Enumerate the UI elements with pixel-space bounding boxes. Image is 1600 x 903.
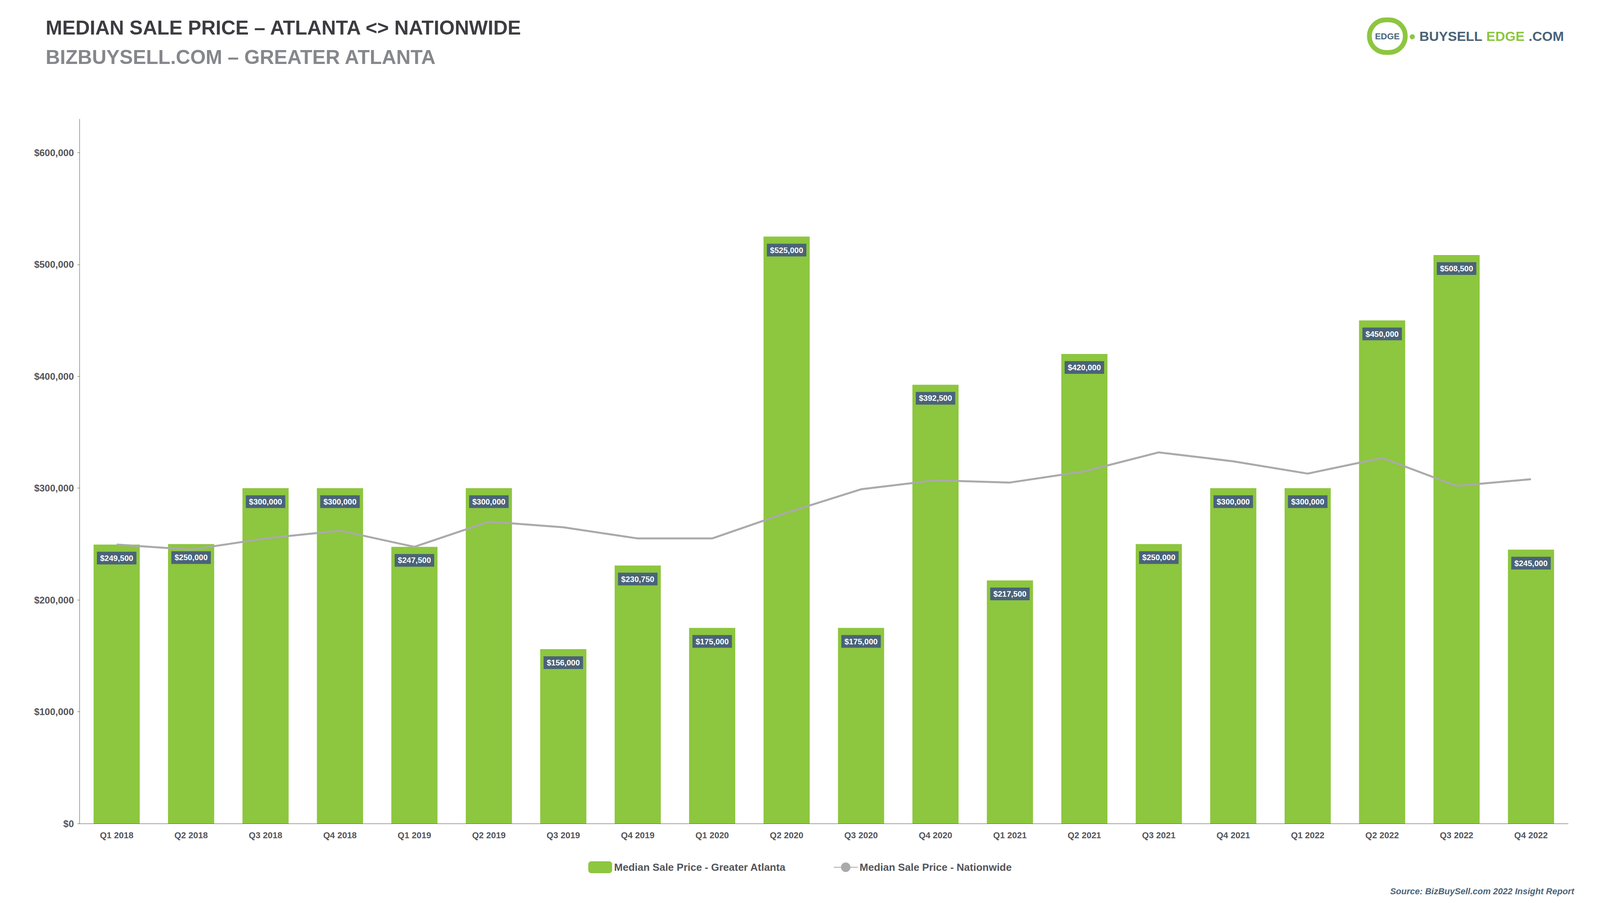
svg-text:Q2 2020: Q2 2020 [769, 830, 804, 841]
svg-text:Q3 2020: Q3 2020 [844, 830, 878, 841]
svg-text:$217,500: $217,500 [993, 589, 1027, 599]
svg-text:$300,000: $300,000 [249, 497, 283, 507]
svg-text:$200,000: $200,000 [34, 594, 74, 606]
svg-text:$450,000: $450,000 [1365, 329, 1399, 339]
svg-text:MEDIAN SALE PRICE – ATLANTA <>: MEDIAN SALE PRICE – ATLANTA <> NATIONWID… [45, 16, 521, 39]
svg-text:Q1 2021: Q1 2021 [993, 830, 1027, 841]
svg-text:Q3 2022: Q3 2022 [1439, 830, 1474, 841]
svg-text:Q1 2022: Q1 2022 [1290, 830, 1325, 841]
svg-text:BUYSELL: BUYSELL [1419, 28, 1483, 44]
svg-text:Q2 2019: Q2 2019 [471, 830, 506, 841]
svg-text:Q1 2020: Q1 2020 [695, 830, 729, 841]
svg-text:Source: BizBuySell.com 2022 In: Source: BizBuySell.com 2022 Insight Repo… [1390, 886, 1575, 897]
svg-text:$247,500: $247,500 [398, 555, 431, 565]
svg-text:$500,000: $500,000 [34, 258, 74, 270]
svg-text:$245,000: $245,000 [1514, 558, 1548, 568]
svg-text:$300,000: $300,000 [472, 497, 506, 507]
svg-text:Q1 2018: Q1 2018 [99, 830, 134, 841]
svg-text:Q4 2020: Q4 2020 [918, 830, 953, 841]
svg-text:$600,000: $600,000 [34, 147, 74, 159]
svg-text:$525,000: $525,000 [770, 245, 804, 255]
svg-text:Q1 2019: Q1 2019 [397, 830, 431, 841]
svg-text:$100,000: $100,000 [34, 706, 74, 717]
svg-text:EDGE: EDGE [1486, 28, 1525, 44]
svg-text:Median Sale Price - Nationwide: Median Sale Price - Nationwide [859, 861, 1012, 874]
svg-text:•: • [1409, 26, 1416, 47]
svg-text:Q4 2021: Q4 2021 [1216, 830, 1250, 841]
svg-text:$0: $0 [63, 818, 74, 829]
svg-text:$250,000: $250,000 [174, 552, 208, 562]
svg-text:Median Sale Price - Greater At: Median Sale Price - Greater Atlanta [614, 861, 786, 874]
svg-text:$250,000: $250,000 [1142, 552, 1176, 562]
svg-text:BIZBUYSELL.COM – GREATER ATLAN: BIZBUYSELL.COM – GREATER ATLANTA [45, 46, 436, 69]
svg-text:$175,000: $175,000 [695, 637, 729, 646]
svg-text:EDGE: EDGE [1374, 31, 1400, 42]
svg-text:$156,000: $156,000 [546, 658, 580, 667]
svg-text:Q4 2018: Q4 2018 [323, 830, 357, 841]
svg-text:Q2 2021: Q2 2021 [1067, 830, 1102, 841]
svg-text:$230,750: $230,750 [621, 574, 655, 584]
svg-text:$300,000: $300,000 [1216, 497, 1250, 507]
svg-text:$392,500: $392,500 [918, 393, 952, 403]
svg-text:.COM: .COM [1528, 28, 1564, 44]
svg-text:Q3 2018: Q3 2018 [248, 830, 283, 841]
svg-text:$420,000: $420,000 [1067, 363, 1101, 372]
svg-text:$300,000: $300,000 [323, 497, 357, 507]
svg-text:Q3 2021: Q3 2021 [1142, 830, 1176, 841]
svg-text:Q2 2022: Q2 2022 [1365, 830, 1399, 841]
svg-text:$175,000: $175,000 [844, 637, 878, 646]
svg-text:$300,000: $300,000 [1290, 497, 1324, 507]
svg-text:Q4 2019: Q4 2019 [620, 830, 655, 841]
svg-text:Q4 2022: Q4 2022 [1514, 830, 1548, 841]
svg-text:Q2 2018: Q2 2018 [174, 830, 208, 841]
svg-text:$400,000: $400,000 [34, 371, 74, 382]
svg-text:$249,500: $249,500 [100, 553, 134, 563]
svg-text:Q3 2019: Q3 2019 [546, 830, 580, 841]
svg-text:$508,500: $508,500 [1439, 264, 1473, 273]
svg-text:$300,000: $300,000 [34, 482, 74, 494]
